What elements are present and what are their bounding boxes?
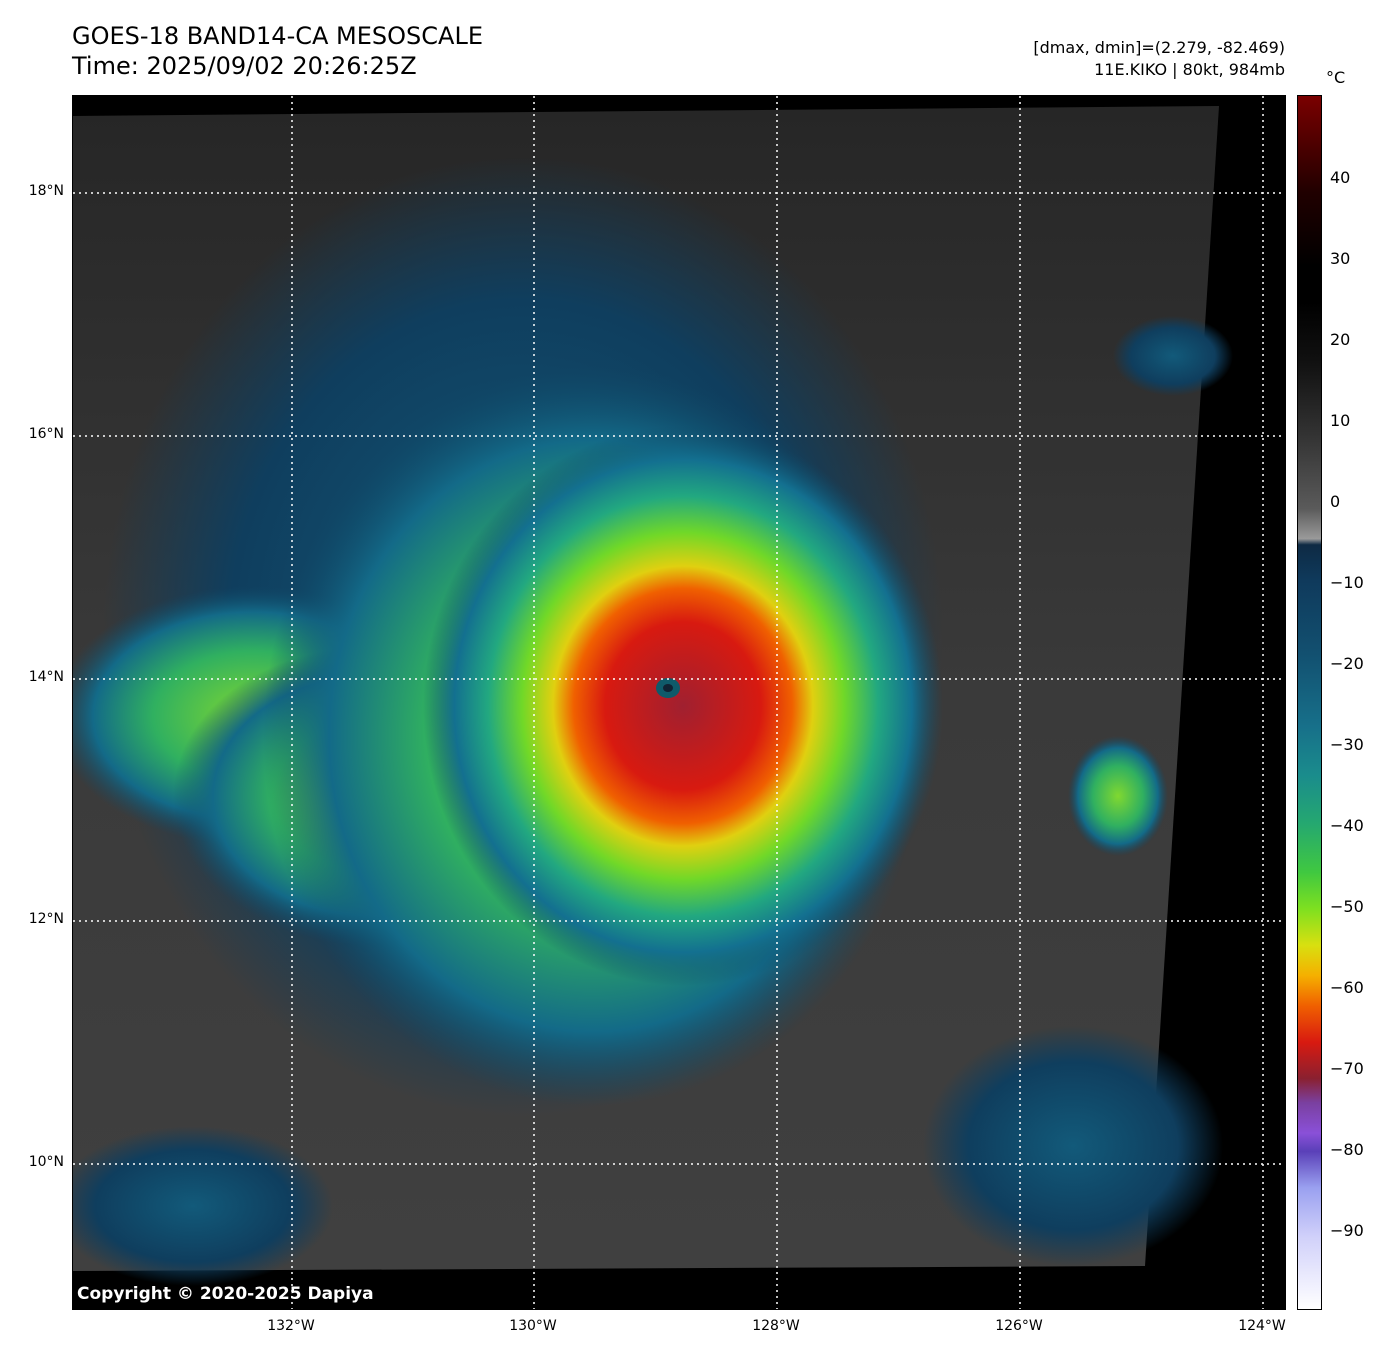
colorbar-tick-label: 40	[1330, 168, 1351, 187]
colorbar-unit: °C	[1326, 68, 1346, 87]
lat-label: 12°N	[28, 911, 64, 927]
lon-label: 128°W	[752, 1318, 800, 1334]
lat-label: 10°N	[28, 1154, 64, 1170]
colorbar-tick-label: −50	[1330, 897, 1364, 916]
colorbar-tick-label: −80	[1330, 1140, 1364, 1159]
map-time: Time: 2025/09/02 20:26:25Z	[72, 52, 417, 80]
graticule	[73, 96, 1285, 1309]
colorbar-tick-label: −10	[1330, 573, 1364, 592]
colorbar-tick-label: −90	[1330, 1221, 1364, 1240]
colorbar-tick-label: −40	[1330, 816, 1364, 835]
lon-label: 126°W	[995, 1318, 1043, 1334]
copyright: Copyright © 2020-2025 Dapiya	[77, 1284, 374, 1304]
lat-label: 14°N	[28, 669, 64, 685]
colorbar	[1297, 95, 1322, 1310]
colorbar-tick-label: −60	[1330, 978, 1364, 997]
colorbar-tick-label: 30	[1330, 249, 1351, 268]
storm-info: 11E.KIKO | 80kt, 984mb	[1094, 60, 1285, 79]
lat-label: 16°N	[28, 426, 64, 442]
data-range: [dmax, dmin]=(2.279, -82.469)	[1033, 38, 1285, 57]
satellite-image	[72, 95, 1286, 1310]
colorbar-tick-label: −70	[1330, 1059, 1364, 1078]
colorbar-tick-label: −20	[1330, 654, 1364, 673]
map-title: GOES-18 BAND14-CA MESOSCALE	[72, 22, 483, 50]
lon-label: 124°W	[1238, 1318, 1286, 1334]
colorbar-tick-label: 20	[1330, 330, 1351, 349]
lon-label: 130°W	[509, 1318, 557, 1334]
colorbar-tick-label: 0	[1330, 492, 1341, 511]
colorbar-tick-label: −30	[1330, 735, 1364, 754]
lat-label: 18°N	[28, 183, 64, 199]
lon-label: 132°W	[267, 1318, 315, 1334]
colorbar-tick-label: 10	[1330, 411, 1351, 430]
